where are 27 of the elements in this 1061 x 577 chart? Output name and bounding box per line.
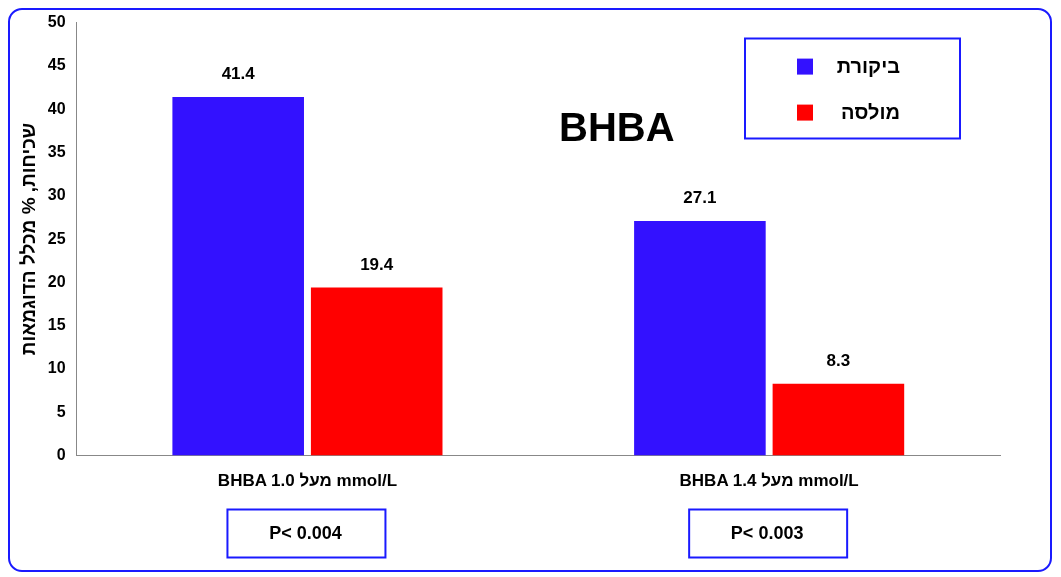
legend-label: ביקורת: [836, 55, 901, 78]
bar: [172, 97, 304, 456]
bar: [634, 220, 766, 456]
y-axis-title: שכיחות, % מכלל הדוגמאות: [17, 123, 39, 356]
legend-label: מולסה: [841, 101, 900, 124]
x-tick-label: BHBA מעל 1.4 mmol/L: [679, 471, 859, 491]
y-tick-label: 40: [47, 99, 66, 117]
data-label: 8.3: [826, 350, 851, 370]
y-tick-label: 30: [47, 186, 66, 204]
y-tick-label: 35: [47, 142, 66, 160]
data-label: 27.1: [683, 187, 717, 207]
data-label: 19.4: [360, 254, 394, 274]
bar: [310, 287, 443, 456]
y-tick-label: 20: [47, 272, 66, 290]
bar: [772, 383, 905, 456]
text: P< 0.004: [269, 522, 342, 543]
y-tick-label: 45: [47, 56, 66, 74]
y-tick-label: 0: [56, 446, 66, 464]
y-tick-label: 10: [47, 359, 66, 377]
y-tick-label: 25: [47, 229, 66, 247]
x-tick-label: BHBA מעל 1.0 mmol/L: [217, 471, 398, 491]
text: P< 0.003: [730, 522, 804, 543]
y-tick-label: 50: [47, 13, 66, 31]
data-label: 41.4: [221, 64, 256, 84]
y-tick-label: 15: [47, 316, 66, 334]
y-tick-label: 5: [56, 402, 66, 420]
text: BHBA: [559, 104, 675, 149]
